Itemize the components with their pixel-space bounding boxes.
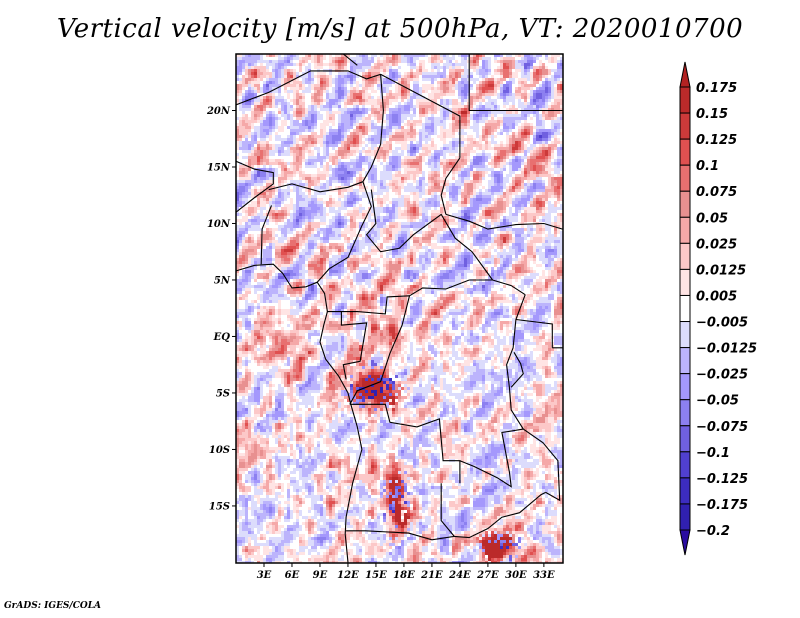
colorbar-box <box>679 451 691 479</box>
latitude-axis: 20N 15N 10N 5N EQ 5S 10S 15S <box>206 106 236 512</box>
colorbar-label: 0.175 <box>696 81 737 96</box>
lat-tick-label: EQ <box>213 332 231 343</box>
colorbar-label: −0.0125 <box>696 342 757 357</box>
lon-tick-label: 15E <box>365 570 387 581</box>
colorbar-label: 0.005 <box>696 289 737 304</box>
lon-tick-label: 21E <box>420 570 443 581</box>
colorbar-label: 0.15 <box>696 107 728 122</box>
border-line <box>236 70 461 158</box>
colorbar-label: −0.125 <box>696 472 748 487</box>
colorbar-label: 0.025 <box>696 237 737 252</box>
colorbar-label: 0.05 <box>696 211 728 226</box>
longitude-axis: 3E 6E 9E 12E 15E 18E 21E 24E 27E 30E 33E <box>257 563 555 581</box>
border-line <box>454 491 546 539</box>
vertical-velocity-field <box>236 54 563 563</box>
lon-tick-label: 18E <box>393 570 415 581</box>
colorbar-label: −0.075 <box>696 420 748 435</box>
colorbar-label: −0.05 <box>696 394 739 409</box>
lat-tick-label: 10S <box>209 445 230 456</box>
border-line <box>346 483 456 541</box>
border-line <box>409 279 526 297</box>
border-line <box>340 311 368 380</box>
lon-tick-label: 27E <box>476 570 499 581</box>
colorbar-box <box>679 112 691 140</box>
colorbar-box <box>679 503 691 531</box>
lon-tick-label: 30E <box>505 570 527 581</box>
colorbar-box <box>679 86 691 114</box>
colorbar-box <box>679 138 691 166</box>
colorbar-box <box>679 425 691 453</box>
country-borders <box>236 54 563 563</box>
lon-tick-label: 9E <box>313 570 328 581</box>
border-line <box>510 352 524 388</box>
colorbar-box <box>679 347 691 375</box>
colorbar-label: −0.025 <box>696 368 748 383</box>
colorbar: 0.175 0.15 0.125 0.1 0.075 0.05 0.025 0.0125 0.0… <box>679 61 757 556</box>
colorbar-top-triangle <box>679 61 691 88</box>
border-line <box>445 213 563 230</box>
colorbar-box <box>679 190 691 218</box>
border-line <box>236 160 274 213</box>
colorbar-bottom-triangle <box>679 529 691 556</box>
lon-tick-label: 3E <box>257 570 272 581</box>
border-line <box>349 403 461 484</box>
colorbar-box <box>679 294 691 323</box>
colorbar-box <box>679 216 691 244</box>
chart-title: Vertical velocity [m/s] at 500hPa, VT: 2… <box>56 14 744 44</box>
colorbar-box <box>679 477 691 505</box>
border-line <box>365 189 494 281</box>
border-line <box>260 205 273 265</box>
lat-tick-label: 15S <box>209 501 230 512</box>
border-line <box>522 428 545 445</box>
lon-tick-label: 33E <box>533 570 555 581</box>
lat-tick-label: 5N <box>214 275 231 286</box>
colorbar-label: −0.2 <box>696 524 730 539</box>
colorbar-box <box>679 164 691 192</box>
border-line <box>362 74 384 182</box>
lon-tick-label: 6E <box>285 570 300 581</box>
border-line <box>236 263 363 563</box>
border-line <box>459 428 524 488</box>
colorbar-box <box>679 268 691 296</box>
lat-tick-label: 15N <box>207 162 231 173</box>
colorbar-label: −0.005 <box>696 316 748 331</box>
border-line <box>468 54 563 112</box>
colorbar-box <box>679 242 691 270</box>
colorbar-box <box>679 373 691 401</box>
plot-frame <box>235 53 564 564</box>
border-line <box>327 295 410 315</box>
lon-tick-label: 24E <box>448 570 471 581</box>
grads-credit: GrADS: IGES/COLA <box>4 601 102 611</box>
border-line <box>440 157 461 215</box>
colorbar-label: 0.1 <box>696 159 719 174</box>
colorbar-label: 0.075 <box>696 185 737 200</box>
colorbar-label: 0.0125 <box>696 263 746 278</box>
border-line <box>316 181 372 283</box>
colorbar-box <box>679 321 691 349</box>
border-line <box>342 54 358 66</box>
colorbar-label: −0.1 <box>696 446 730 461</box>
lat-tick-label: 5S <box>216 388 230 399</box>
lat-tick-label: 10N <box>207 219 231 230</box>
colorbar-label: 0.125 <box>696 133 737 148</box>
border-line <box>543 443 561 502</box>
colorbar-label: −0.175 <box>696 498 748 513</box>
border-line <box>349 295 411 405</box>
colorbar-box <box>679 399 691 427</box>
lon-tick-label: 12E <box>337 570 359 581</box>
lat-tick-label: 20N <box>206 106 231 117</box>
border-line <box>515 318 553 348</box>
border-line <box>268 181 364 193</box>
